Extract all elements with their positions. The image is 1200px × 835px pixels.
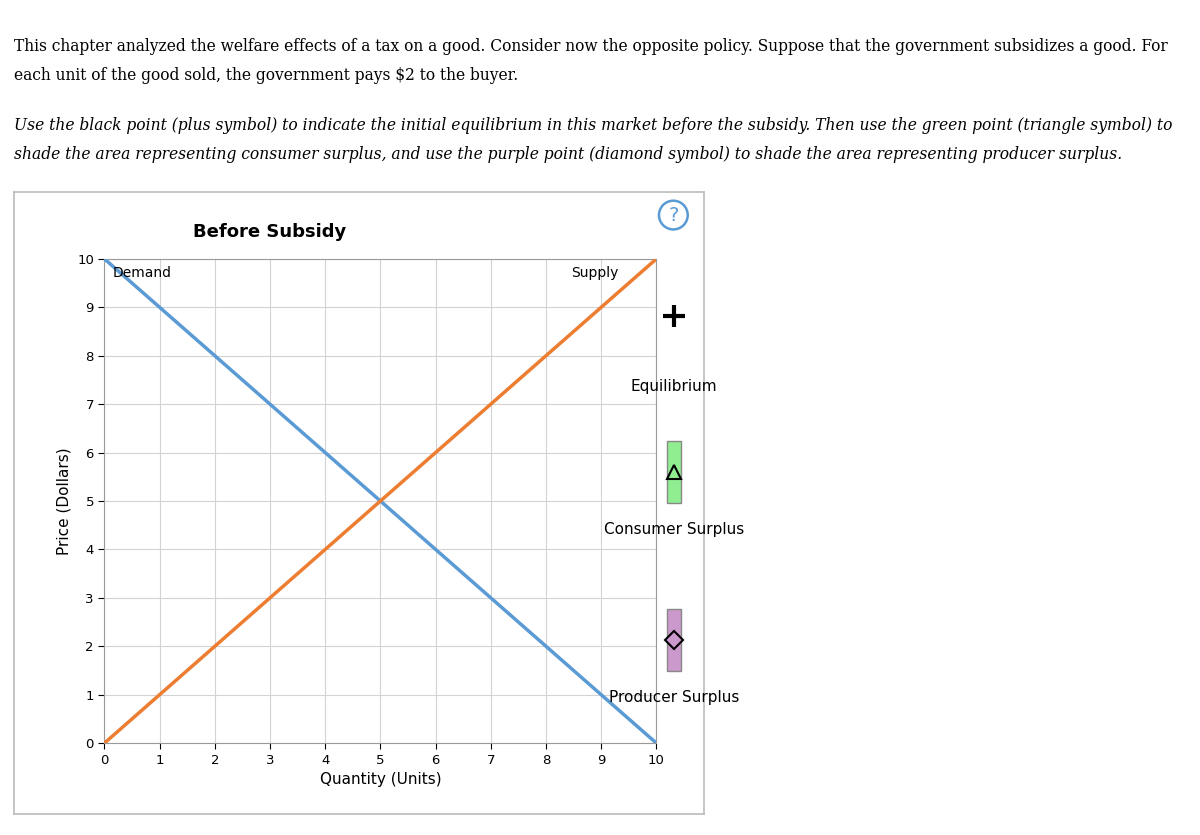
Text: Producer Surplus: Producer Surplus: [608, 690, 739, 705]
X-axis label: Quantity (Units): Quantity (Units): [319, 772, 442, 787]
Text: Before Subsidy: Before Subsidy: [193, 224, 347, 241]
Text: ?: ?: [668, 205, 678, 225]
Text: This chapter analyzed the welfare effects of a tax on a good. Consider now the o: This chapter analyzed the welfare effect…: [14, 38, 1168, 54]
Y-axis label: Price (Dollars): Price (Dollars): [56, 448, 72, 554]
Text: Equilibrium: Equilibrium: [631, 378, 718, 393]
Text: Demand: Demand: [113, 266, 172, 280]
Bar: [667, 609, 680, 671]
Text: Use the black point (plus symbol) to indicate the initial equilibrium in this ma: Use the black point (plus symbol) to ind…: [14, 117, 1172, 134]
Text: Consumer Surplus: Consumer Surplus: [604, 522, 744, 537]
Text: each unit of the good sold, the government pays $2 to the buyer.: each unit of the good sold, the governme…: [14, 67, 518, 84]
Bar: [667, 441, 680, 503]
Text: Supply: Supply: [571, 266, 618, 280]
Text: shade the area representing consumer surplus, and use the purple point (diamond : shade the area representing consumer sur…: [14, 146, 1122, 163]
